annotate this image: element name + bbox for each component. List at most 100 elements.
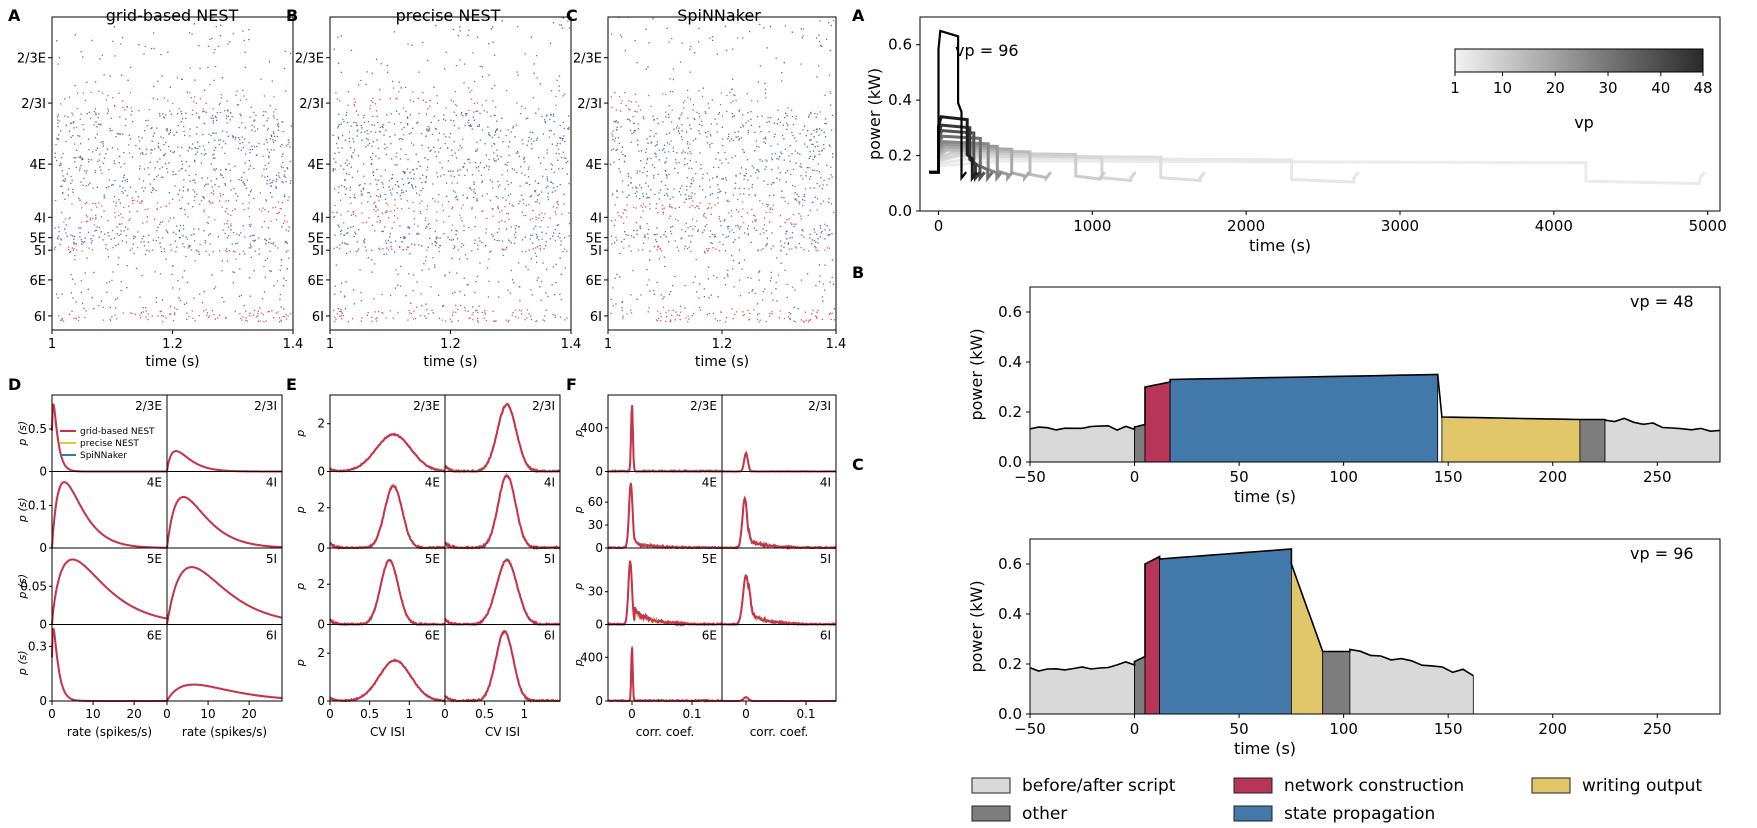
legend-swatch-propagation <box>1233 805 1273 822</box>
phase-ytick-label: 0.4 <box>998 605 1022 623</box>
dist-ytick-label: 0.5 <box>28 422 47 436</box>
dist-xtick-label: 1 <box>520 707 528 721</box>
dist-panel-4E: 4E 0 30 60p <box>572 471 723 555</box>
dist-series-line <box>444 630 561 703</box>
dist-panel-5E: 5E 0 30p <box>572 547 723 632</box>
raster-xtick-label: 1 <box>326 337 334 352</box>
legend-swatch-construction <box>1233 777 1273 794</box>
dist-ytick-label: 0 <box>595 541 603 555</box>
dist-xtick-label: 0.5 <box>360 707 379 721</box>
dist-series-line <box>721 451 836 473</box>
power-vp-xlabel: time (s) <box>1249 236 1311 255</box>
raster-population-4I <box>332 199 571 226</box>
dist-series-line <box>444 558 560 626</box>
dist-xtick-label: 10 <box>200 707 215 721</box>
dist-series-line <box>608 406 723 473</box>
dist-series-line <box>721 574 837 626</box>
dist-ylabel: p <box>294 506 307 514</box>
dist-series-line <box>444 403 561 473</box>
dist-series-line <box>608 482 723 550</box>
raster-ytick-label: 2/3I <box>299 97 324 112</box>
dist-ytick-label: 400 <box>580 421 603 435</box>
colorbar-tick-label: 48 <box>1693 79 1712 97</box>
dist-xtick-label: 0 <box>441 707 449 721</box>
dist-series-line <box>166 566 283 625</box>
dist-xlabel: corr. coef. <box>636 725 695 739</box>
dist-ylabel: p <box>572 659 585 667</box>
dist-panel-label: 4E <box>147 476 162 490</box>
phase-ytick-label: 0.2 <box>998 655 1022 673</box>
dist-frame <box>721 624 837 702</box>
dist-ylabel: p <box>294 659 307 667</box>
dist-panel-4E: 4E 0 0.1p (s) <box>16 471 168 555</box>
power-vp-plot: 0 1000 2000 3000 4000 5000 0.0 0.2 0.4 0.6 time (s… <box>865 16 1727 255</box>
raster-ytick-label: 4E <box>30 158 47 173</box>
raster-ytick-label: 2/3I <box>577 97 602 112</box>
colorbar-tick-label: 1 <box>1450 79 1460 97</box>
dist-panel-label: 2/3I <box>532 399 555 413</box>
dist-ytick-label: 0 <box>317 465 325 479</box>
dist-series-line <box>607 405 722 473</box>
dist-panel-6I: 6I 0 10 20 rate (spikes/s) <box>163 624 283 739</box>
dist-panel-label: 5I <box>820 552 831 566</box>
phase-ylabel: power (kW) <box>967 580 986 672</box>
raster-ytick-label: 6E <box>30 274 47 289</box>
dist-xtick-label: 0 <box>163 707 171 721</box>
raster-population-4E <box>332 110 570 201</box>
raster-population-5I <box>623 246 831 253</box>
dist-ytick-label: 30 <box>588 518 603 532</box>
panel-letter-dist-2: E <box>286 375 297 394</box>
raster-population-2-3I <box>335 89 566 112</box>
dist-panel-2-3I: 2/3I <box>444 394 561 473</box>
raster-ytick-label: 6I <box>312 310 324 325</box>
colorbar-tick-label: 40 <box>1651 79 1670 97</box>
raster-dots-1 <box>54 16 293 323</box>
phase-ytick-label: 0.2 <box>998 403 1022 421</box>
phase-outline <box>1029 373 1721 433</box>
dist-panel-label: 2/3I <box>808 399 831 413</box>
raster-ytick-label: 2/3E <box>573 52 602 67</box>
raster-ytick-label: 5E <box>308 232 325 247</box>
raster-population-5E <box>54 224 290 248</box>
dist-series-line <box>721 574 837 627</box>
colorbar <box>1454 48 1704 73</box>
dist-series-line <box>722 696 836 703</box>
colorbar-label: vp <box>1574 113 1594 132</box>
dist-panel-label: 4E <box>425 476 440 490</box>
raster-ytick-label: 4E <box>308 158 325 173</box>
dist-ytick-label: 0 <box>39 694 47 708</box>
phase-ylabel: power (kW) <box>967 328 986 420</box>
dist-xtick-label: 0 <box>628 707 636 721</box>
power-vp-ytick-label: 0.4 <box>888 91 912 109</box>
legend-label-propagation: state propagation <box>1284 804 1435 824</box>
dist-ylabel: p (s) <box>16 574 29 600</box>
dist-xtick-label: 0 <box>742 707 750 721</box>
power-vp-ytick-label: 0.2 <box>888 147 912 165</box>
dist-xlabel: CV ISI <box>485 725 520 739</box>
dist-ylabel: p <box>572 583 585 591</box>
dist-series-line <box>444 474 560 550</box>
legend-swatch-output <box>1531 777 1571 794</box>
dist-panel-label: 2/3I <box>254 399 277 413</box>
dist-frame <box>444 624 561 702</box>
dist-panel-label: 2/3E <box>135 399 162 413</box>
dist-panel-6I: 6I 0 0.5 1CV ISI <box>441 624 561 739</box>
dist-panel-label: 6I <box>266 629 277 643</box>
raster-xtick-label: 1.4 <box>561 337 582 352</box>
raster-population-4E <box>54 110 293 201</box>
raster-title-1: grid-based NEST <box>106 6 239 25</box>
raster-population-5I <box>54 246 289 253</box>
phase-xtick-label: 250 <box>1643 720 1672 738</box>
raster-population-6E <box>334 251 566 311</box>
raster-ytick-label: 5I <box>34 244 46 259</box>
dist-series-line <box>444 629 561 703</box>
dist-panel-6I: 6I 0 0.1 corr. coef. <box>721 624 837 739</box>
phase-plot-2: −50 0 50 100 150 200 250 0.0 0.2 0.4 0.6 time (s) po… <box>967 538 1721 758</box>
dist-ytick-label: 2 <box>317 501 325 515</box>
legend-label-output: writing output <box>1582 776 1702 796</box>
